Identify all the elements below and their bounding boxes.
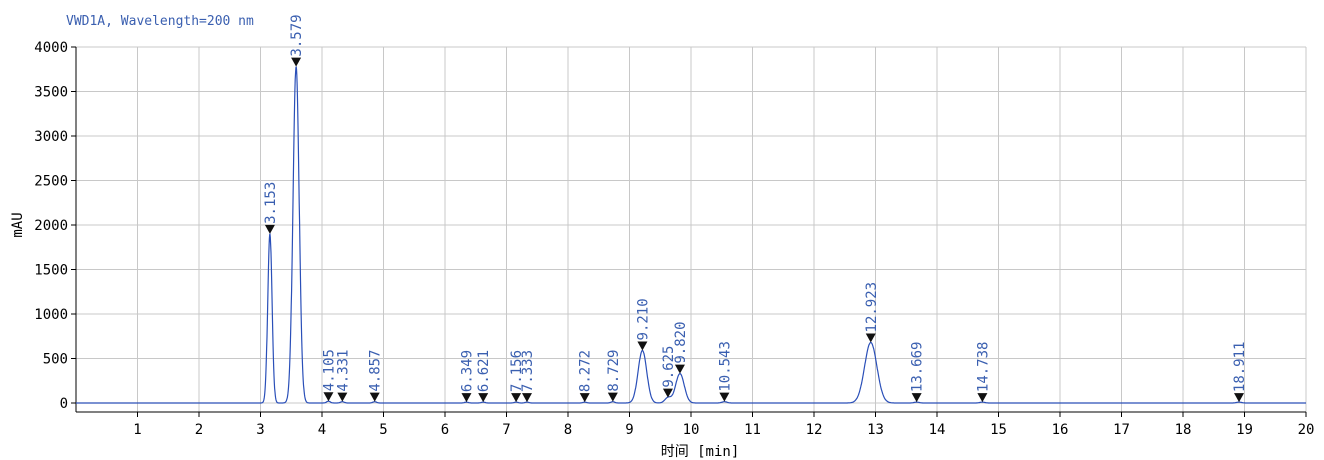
peak-marker (521, 393, 532, 403)
peak-marker (337, 392, 348, 402)
x-tick-label: 1 (133, 422, 141, 438)
y-tick-label: 4000 (34, 40, 68, 56)
x-tick-label: 15 (990, 422, 1007, 438)
peak-label: 3.579 (289, 14, 305, 56)
y-tick-label: 1500 (34, 263, 68, 279)
x-tick-label: 4 (318, 422, 326, 438)
chromatogram-trace (76, 66, 1306, 404)
peak-label: 8.729 (606, 350, 622, 392)
peak-marker (719, 392, 730, 402)
chart-title: VWD1A, Wavelength=200 nm (66, 14, 254, 29)
peak-label: 3.153 (263, 182, 279, 224)
peak-label: 4.331 (335, 350, 351, 392)
peak-marker (461, 393, 472, 403)
peak-marker (369, 392, 380, 402)
peak-marker (323, 392, 334, 402)
peak-label: 6.349 (459, 350, 475, 392)
y-tick-label: 3500 (34, 85, 68, 101)
y-tick-label: 500 (43, 352, 68, 368)
y-tick-label: 0 (60, 396, 68, 412)
x-tick-label: 20 (1298, 422, 1315, 438)
peak-markers (264, 57, 1245, 403)
peak-label: 9.820 (673, 321, 689, 363)
peak-label: 18.911 (1232, 342, 1248, 393)
peak-marker (911, 393, 922, 403)
peak-marker (478, 393, 489, 403)
x-tick-label: 12 (806, 422, 823, 438)
x-tick-label: 13 (867, 422, 884, 438)
peak-marker (607, 392, 618, 402)
peak-label: 10.543 (717, 341, 733, 392)
x-tick-label: 10 (683, 422, 700, 438)
x-tick-label: 17 (1113, 422, 1130, 438)
y-tick-label: 1000 (34, 307, 68, 323)
peak-marker (264, 224, 275, 234)
peak-marker (291, 57, 302, 67)
x-tick-label: 2 (195, 422, 203, 438)
x-axis-ticks: 1 2 3 4 5 6 7 8 9 10 11 12 13 14 15 16 17 18 19 20 (133, 412, 1314, 438)
peak-marker (662, 388, 673, 398)
peak-label: 6.621 (476, 350, 492, 392)
peak-label: 14.738 (975, 342, 991, 393)
peak-label: 9.625 (661, 346, 677, 388)
peak-label: 7.333 (520, 350, 536, 392)
peak-label: 9.210 (635, 298, 651, 340)
x-tick-label: 14 (929, 422, 946, 438)
x-tick-label: 9 (625, 422, 633, 438)
y-axis-ticks: 0 500 1000 1500 2000 2500 3000 3500 4000 (34, 40, 76, 412)
peak-marker (977, 393, 988, 403)
x-tick-label: 11 (744, 422, 761, 438)
peak-label: 12.923 (864, 282, 880, 333)
x-tick-label: 3 (256, 422, 264, 438)
peak-label: 8.272 (578, 350, 594, 392)
y-tick-label: 2500 (34, 174, 68, 190)
peak-marker (579, 393, 590, 403)
peak-marker (1234, 393, 1245, 403)
peak-label: 4.105 (321, 349, 337, 391)
grid-lines (76, 46, 1307, 412)
x-tick-label: 18 (1175, 422, 1192, 438)
peak-label: 7.156 (509, 350, 525, 392)
peak-marker (865, 333, 876, 343)
y-axis-label: mAU (10, 212, 26, 237)
peak-label: 13.669 (910, 342, 926, 393)
x-tick-label: 7 (502, 422, 510, 438)
peak-marker (511, 393, 522, 403)
x-tick-label: 8 (564, 422, 572, 438)
x-tick-label: 6 (441, 422, 449, 438)
x-axis-label: 时间 [min] (661, 444, 740, 460)
y-tick-label: 3000 (34, 129, 68, 145)
x-tick-label: 5 (379, 422, 387, 438)
peak-marker (637, 341, 648, 351)
peak-marker (674, 364, 685, 374)
peak-label: 4.857 (368, 350, 384, 392)
x-tick-label: 19 (1236, 422, 1253, 438)
x-tick-label: 16 (1052, 422, 1069, 438)
y-tick-label: 2000 (34, 218, 68, 234)
